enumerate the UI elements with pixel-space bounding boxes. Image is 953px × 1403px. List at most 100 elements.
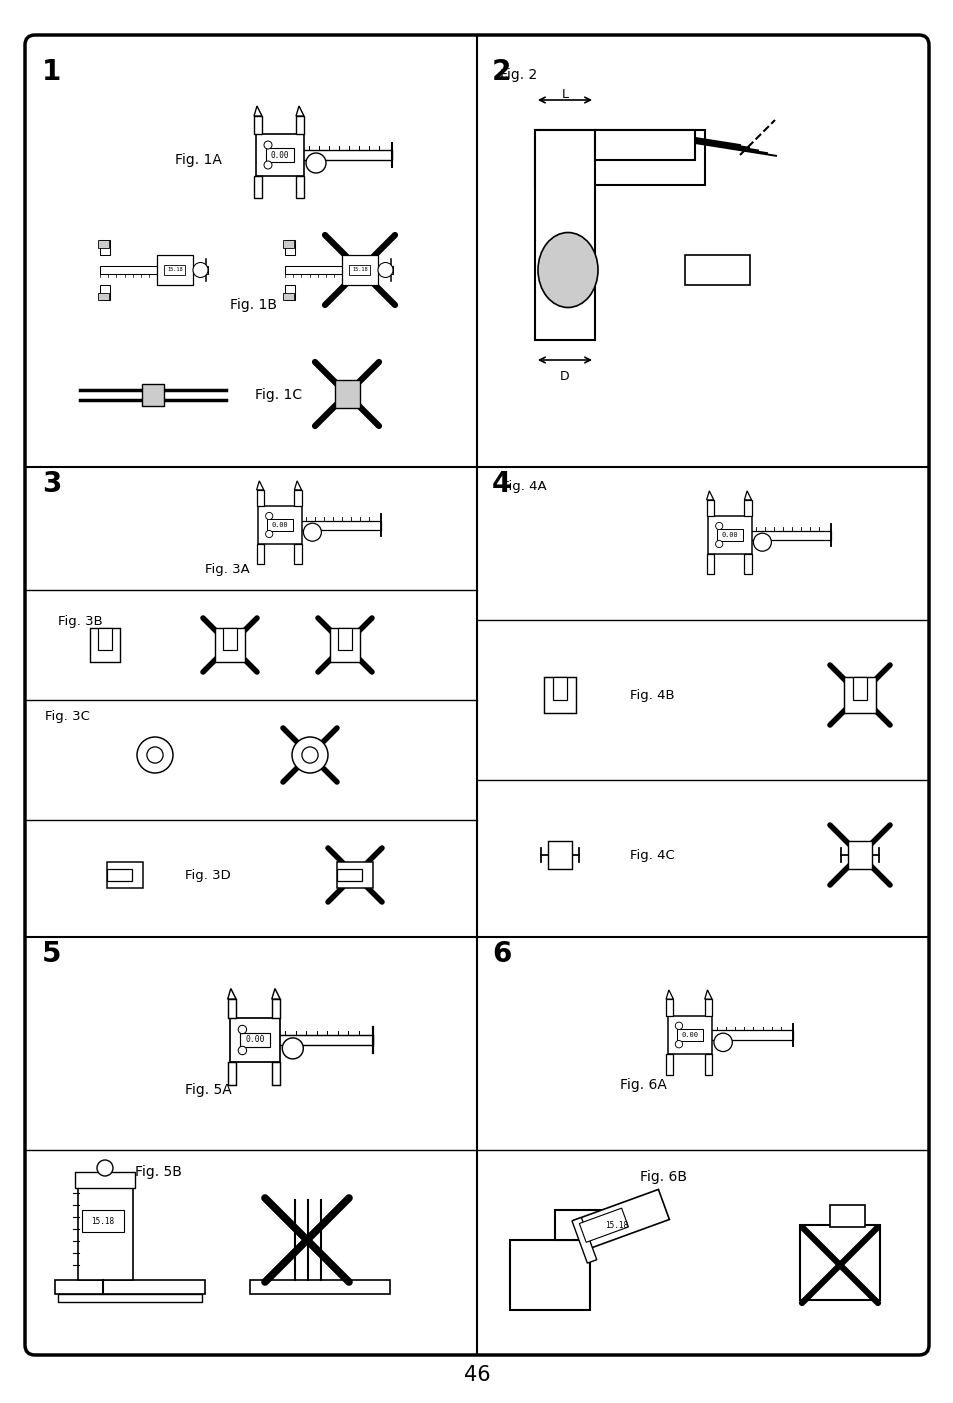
Bar [553,678,566,700]
Circle shape [715,522,722,529]
Bar [667,1016,711,1054]
Text: Fig. 3C: Fig. 3C [45,710,90,723]
Bar [107,863,143,888]
Bar [578,1208,628,1242]
Bar [548,842,571,868]
Bar [58,1294,202,1302]
Bar [98,240,109,247]
Bar [228,1062,235,1085]
Bar [228,999,235,1019]
Bar [665,1054,673,1075]
Bar [555,1209,604,1240]
Circle shape [292,737,328,773]
Circle shape [306,153,326,173]
Bar [829,1205,864,1228]
Bar [665,999,673,1016]
Bar [847,842,871,868]
Bar [55,1280,205,1294]
Bar [595,130,695,160]
Text: Fig. 6A: Fig. 6A [619,1078,666,1092]
Text: 46: 46 [463,1365,490,1385]
Polygon shape [294,481,301,490]
Text: 5: 5 [42,940,61,968]
Bar [704,1054,711,1075]
Circle shape [715,540,722,547]
Bar [266,147,294,161]
Polygon shape [295,107,304,116]
Text: Fig. 1C: Fig. 1C [254,389,302,403]
Circle shape [265,530,273,537]
Bar [706,499,713,516]
Text: Fig. 4C: Fig. 4C [629,849,674,861]
Bar [704,999,711,1016]
Text: Fig. 2: Fig. 2 [499,67,537,81]
Circle shape [301,746,317,763]
Bar [295,116,304,135]
Circle shape [264,140,272,149]
Bar [272,1062,280,1085]
Circle shape [675,1041,682,1048]
Bar [377,267,393,274]
Bar [285,240,295,255]
Bar [82,1209,124,1232]
Text: 15.18: 15.18 [167,267,183,272]
Circle shape [238,1047,246,1055]
Bar [283,292,294,300]
Bar [335,380,359,408]
Text: 3: 3 [42,470,61,498]
Bar [800,1225,879,1301]
Bar [267,519,293,532]
Bar [258,506,301,544]
Bar [302,150,392,160]
Bar [338,629,352,650]
Text: 15.18: 15.18 [91,1216,114,1225]
Bar [223,629,236,650]
Bar [283,240,294,247]
Text: D: D [559,370,569,383]
Circle shape [193,262,208,278]
Bar [535,130,704,185]
Circle shape [282,1038,303,1059]
Circle shape [264,161,272,168]
Bar [78,1186,132,1280]
Text: Fig. 3D: Fig. 3D [185,868,231,881]
Text: Fig. 3A: Fig. 3A [205,564,250,577]
Bar [75,1172,135,1188]
Bar [100,267,193,274]
Polygon shape [253,107,262,116]
Bar [100,240,111,255]
Bar [256,490,264,506]
Text: 1: 1 [42,58,61,86]
Bar [535,130,595,340]
Polygon shape [256,481,264,490]
Bar [100,285,111,300]
Bar [299,521,380,529]
Text: Fig. 1A: Fig. 1A [174,153,222,167]
Bar [708,516,751,554]
Text: 0.00: 0.00 [721,532,738,537]
Circle shape [675,1023,682,1030]
Circle shape [265,512,273,519]
Bar [250,1280,390,1294]
Polygon shape [665,991,673,999]
Bar [240,1033,270,1048]
Text: 4: 4 [492,470,511,498]
Bar [285,267,377,274]
Bar [164,265,185,275]
Circle shape [147,746,163,763]
Text: 0.00: 0.00 [680,1033,698,1038]
Bar [743,499,751,516]
Bar [684,255,749,285]
Polygon shape [272,989,280,999]
Bar [278,1035,373,1045]
Bar [295,175,304,198]
Polygon shape [743,491,751,499]
Bar [717,529,741,542]
Text: 6: 6 [492,940,511,968]
Text: Fig. 1B: Fig. 1B [230,297,276,311]
Bar [336,863,373,888]
Polygon shape [228,989,235,999]
Circle shape [753,533,771,551]
Bar [574,1190,669,1250]
Bar [341,255,377,285]
